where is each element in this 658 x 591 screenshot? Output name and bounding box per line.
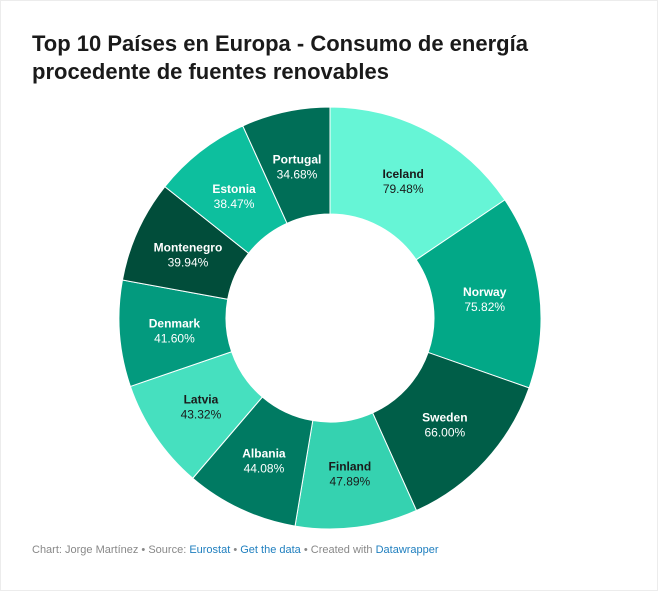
slice-sweden[interactable] [371, 351, 530, 512]
slice-label-value: 66.00% [425, 426, 466, 440]
slice-label-name: Norway [463, 285, 507, 299]
source-link[interactable]: Eurostat [189, 544, 231, 556]
slice-label-value: 79.48% [383, 182, 424, 196]
chart-footer: Chart: Jorge Martínez • Source: Eurostat… [32, 544, 439, 556]
get-data-link[interactable]: Get the data [240, 544, 301, 556]
slice-label-value: 75.82% [464, 300, 505, 314]
chart-title: Top 10 Países en Europa - Consumo de ene… [32, 31, 528, 84]
slice-norway[interactable] [415, 199, 542, 389]
slice-label-name: Iceland [383, 167, 424, 181]
datawrapper-link[interactable]: Datawrapper [375, 544, 439, 556]
slice-label-name: Albania [242, 446, 286, 460]
slice-label-name: Portugal [273, 153, 322, 167]
slice-label-name: Sweden [422, 411, 467, 425]
slice-label-name: Latvia [184, 393, 219, 407]
slice-label-value: 44.08% [244, 461, 285, 475]
slice-label-name: Montenegro [154, 240, 223, 254]
slice-label-name: Estonia [212, 182, 256, 196]
slice-label-value: 39.94% [168, 255, 209, 269]
slice-portugal[interactable] [242, 106, 331, 224]
slice-label-value: 43.32% [181, 408, 222, 422]
footer-credit: Chart: Jorge Martínez • Source: [32, 544, 190, 556]
slice-label-value: 38.47% [214, 197, 255, 211]
footer-created-with: • Created with [300, 544, 376, 556]
slice-label-name: Finland [329, 460, 372, 474]
slice-label-value: 34.68% [277, 168, 318, 182]
slice-label-value: 47.89% [330, 475, 371, 489]
slice-label-name: Denmark [149, 317, 201, 331]
footer-separator: • [230, 544, 241, 556]
slice-label-value: 41.60% [154, 332, 195, 346]
slice-iceland[interactable] [329, 106, 506, 261]
